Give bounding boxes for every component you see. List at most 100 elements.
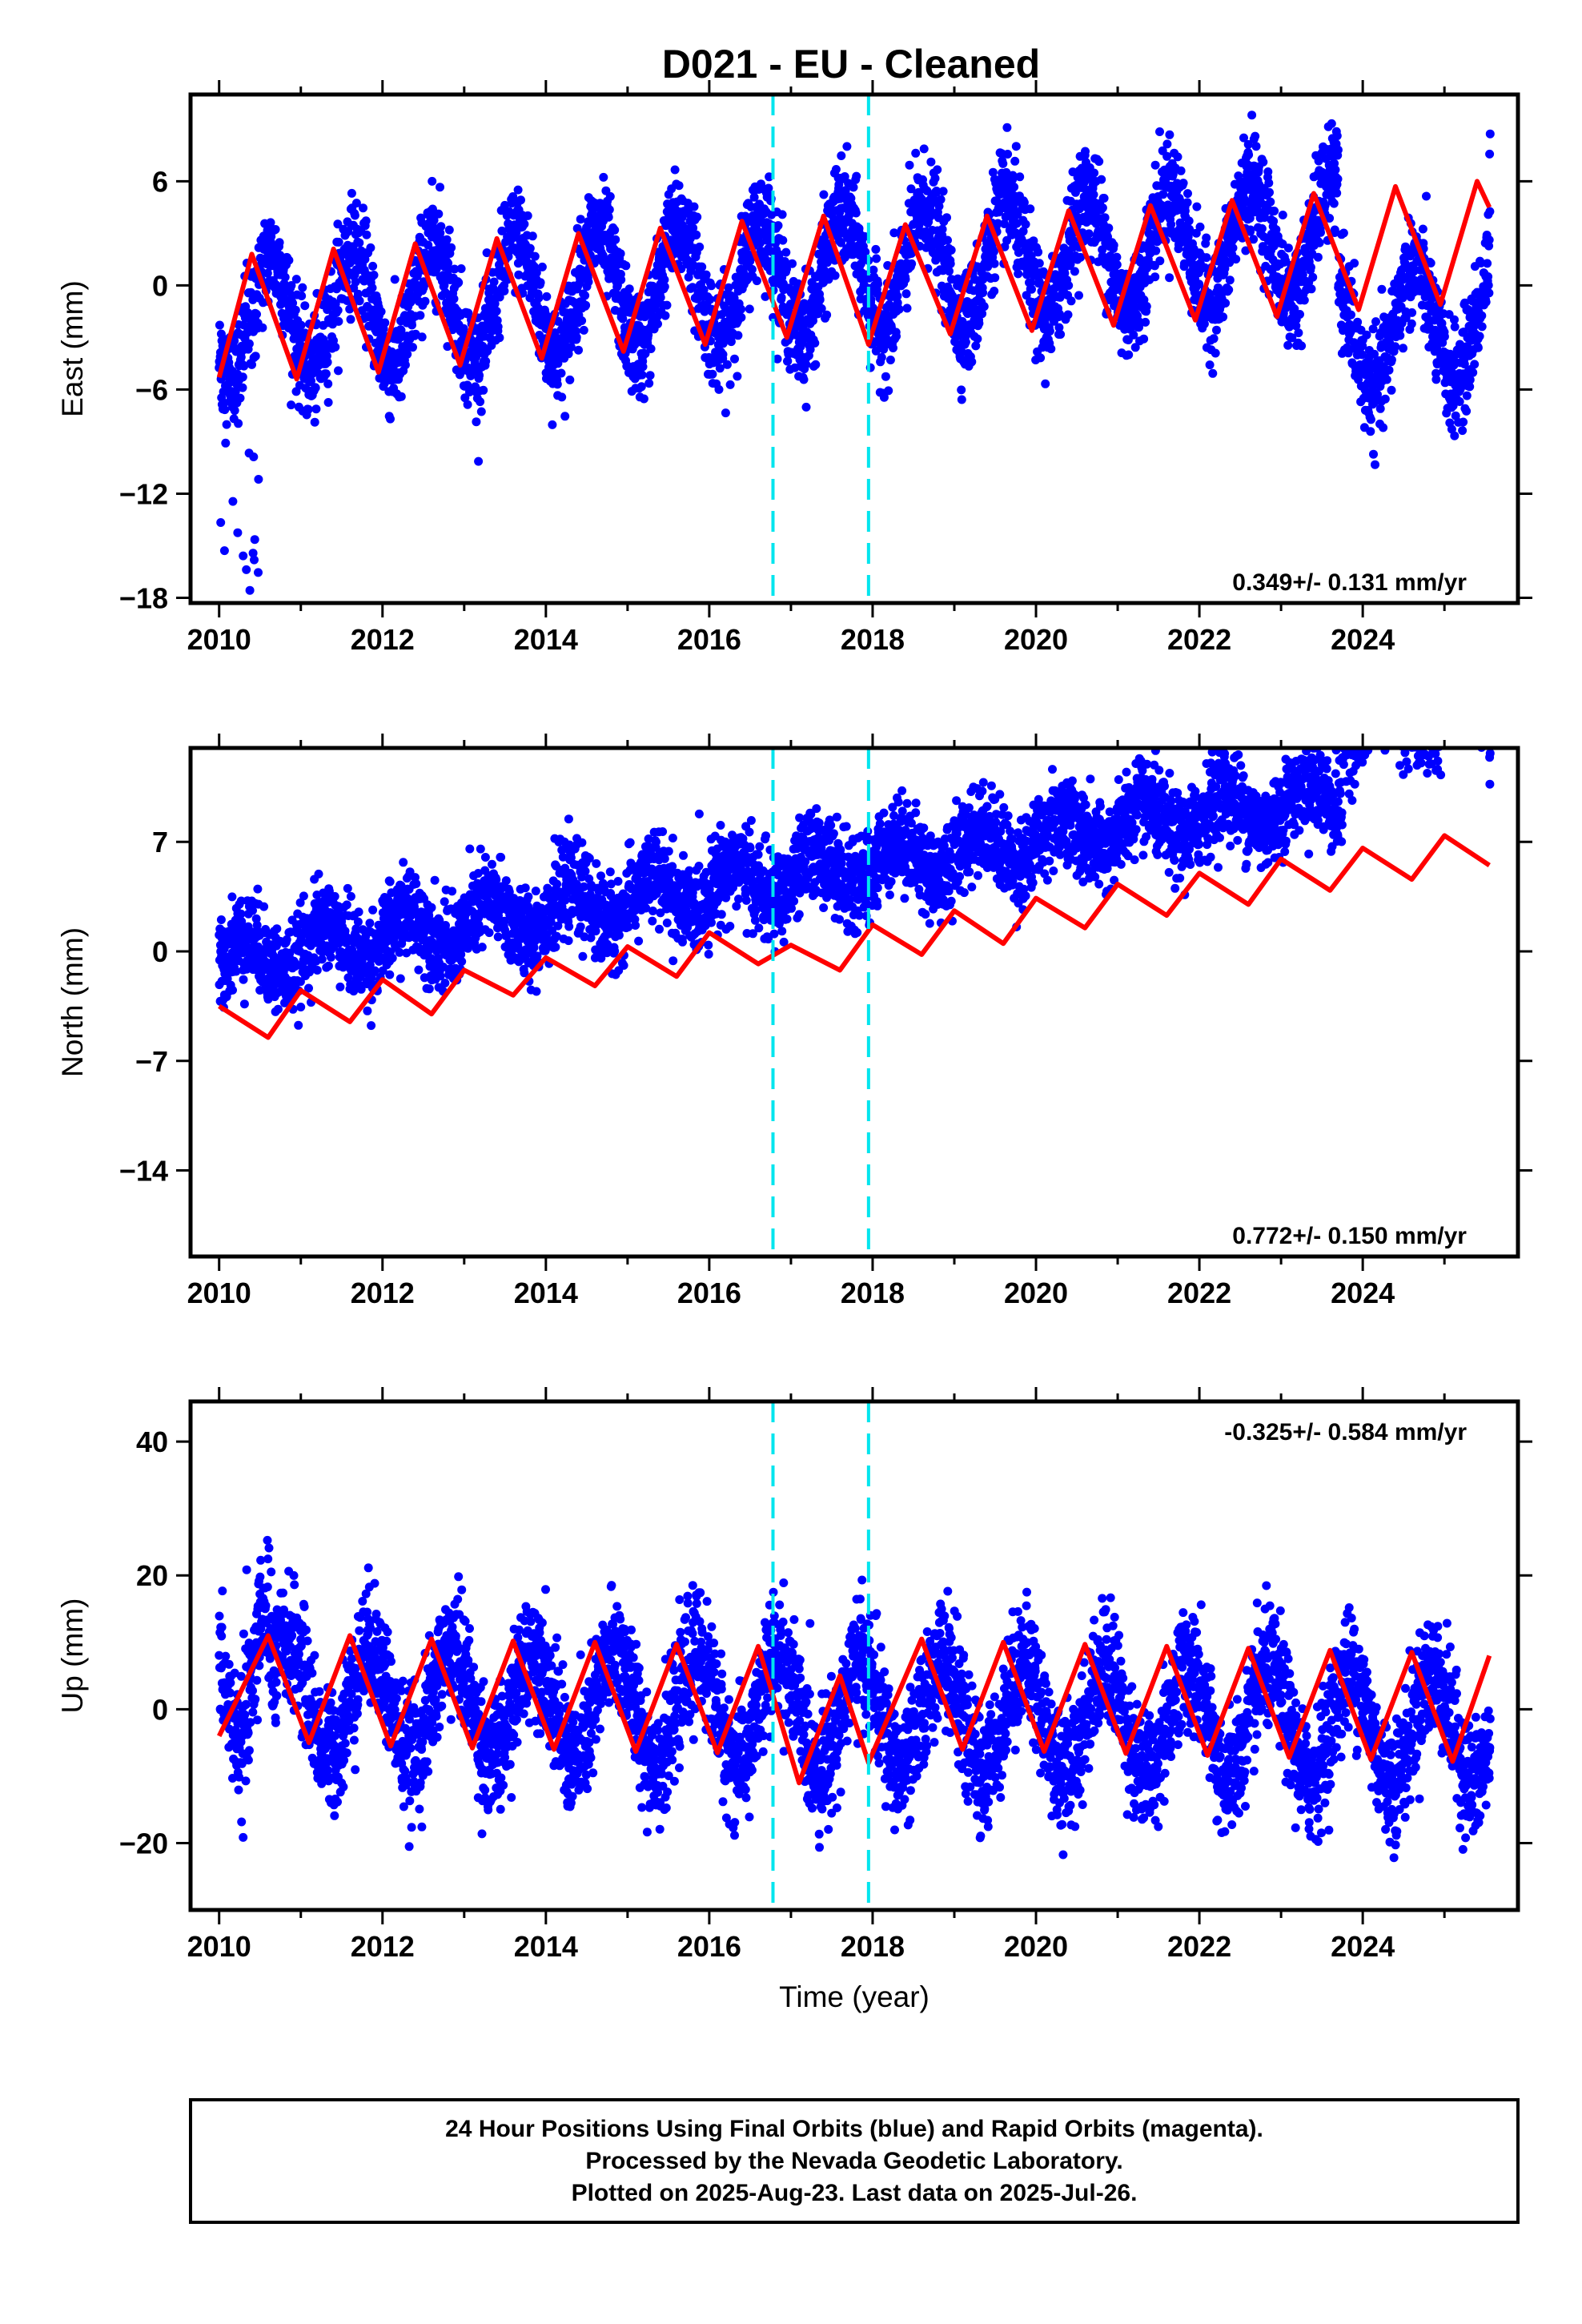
east-data-point [472, 417, 481, 427]
east-data-point [1211, 348, 1220, 358]
east-data-point [830, 271, 840, 280]
east-data-point [434, 209, 444, 219]
east-data-point [739, 268, 749, 277]
east-data-point [889, 344, 897, 352]
east-data-point [662, 300, 672, 310]
east-data-point [577, 316, 587, 325]
east-data-point [837, 238, 845, 247]
east-data-point [761, 292, 770, 301]
east-data-point [436, 222, 446, 231]
east-rate-label: 0.349+/- 0.131 mm/yr [1232, 569, 1467, 596]
east-data-point [1384, 365, 1394, 375]
east-data-point [788, 259, 797, 268]
east-data-point [725, 380, 735, 389]
east-data-point [1151, 246, 1161, 255]
east-data-point [942, 213, 951, 223]
east-data-point [722, 360, 732, 369]
east-data-point [359, 203, 367, 213]
east-data-point [376, 307, 386, 316]
east-data-point [1090, 168, 1099, 178]
east-data-point [1462, 391, 1472, 400]
east-data-point [819, 190, 829, 199]
east-data-point [436, 228, 445, 238]
east-data-point [248, 549, 258, 558]
east-data-point [624, 284, 634, 294]
east-data-point [1209, 334, 1219, 344]
east-data-point [280, 272, 290, 282]
east-data-point [879, 392, 889, 402]
east-data-point [334, 237, 343, 247]
east-data-point [689, 223, 698, 233]
east-data-point [523, 211, 532, 220]
east-data-point [1074, 291, 1083, 300]
east-data-point [783, 356, 793, 366]
east-data-point [957, 385, 966, 395]
east-data-point [1097, 175, 1106, 184]
east-data-point [636, 382, 646, 392]
east-data-point [773, 221, 783, 231]
east-data-point [1327, 119, 1336, 128]
east-data-point [572, 223, 582, 233]
north-data-point [236, 909, 246, 919]
east-data-point [334, 366, 343, 376]
east-data-point [566, 343, 576, 352]
east-data-point [852, 171, 861, 181]
east-data-point [1331, 82, 1339, 90]
east-data-point [1332, 131, 1342, 141]
east-data-point [408, 343, 417, 352]
east-data-point [323, 379, 333, 388]
east-data-point [1439, 332, 1449, 341]
east-data-point [1162, 139, 1172, 149]
east-data-point [1184, 216, 1194, 226]
east-data-point [1109, 240, 1118, 250]
east-data-point [637, 370, 647, 380]
east-data-point [645, 371, 655, 380]
east-data-point [979, 302, 989, 312]
east-data-point [222, 420, 231, 429]
east-data-point [639, 394, 648, 404]
east-data-point [730, 354, 739, 364]
east-data-point [1407, 308, 1417, 317]
east-data-point [1313, 252, 1323, 262]
east-data-point [1182, 198, 1192, 207]
east-data-point [1473, 343, 1483, 352]
east-data-point [943, 235, 952, 245]
east-data-point [1369, 449, 1378, 459]
east-data-point [492, 307, 501, 316]
east-ylabel: East (mm) [56, 280, 89, 417]
east-data-point [387, 347, 396, 356]
east-data-point [380, 318, 390, 328]
north-data-point [239, 999, 249, 1009]
east-data-point [1259, 157, 1268, 167]
east-data-point [894, 304, 904, 314]
east-data-point [905, 160, 914, 170]
east-data-point [500, 286, 509, 296]
east-data-point [1294, 328, 1303, 338]
north-data-point [253, 884, 263, 894]
east-data-point [756, 239, 765, 247]
east-data-point [347, 188, 356, 198]
east-data-point [661, 311, 670, 320]
east-data-point [1150, 272, 1160, 282]
east-data-point [885, 356, 895, 364]
east-data-point [1269, 216, 1279, 226]
east-data-point [845, 211, 854, 220]
east-data-point [1027, 284, 1036, 294]
east-data-point [1010, 156, 1020, 166]
north-data-point [259, 902, 269, 911]
east-data-point [1014, 269, 1023, 279]
east-data-point [1066, 296, 1076, 306]
east-data-point [1011, 142, 1021, 151]
east-data-point [463, 400, 472, 409]
east-data-point [1484, 280, 1493, 290]
east-data-point [837, 151, 846, 160]
east-data-point [238, 372, 247, 382]
east-data-point [958, 316, 967, 326]
east-data-point [239, 551, 248, 561]
east-data-point [1192, 202, 1202, 211]
east-data-point [1366, 415, 1375, 424]
east-data-point [777, 293, 786, 302]
east-data-point [1306, 263, 1315, 272]
